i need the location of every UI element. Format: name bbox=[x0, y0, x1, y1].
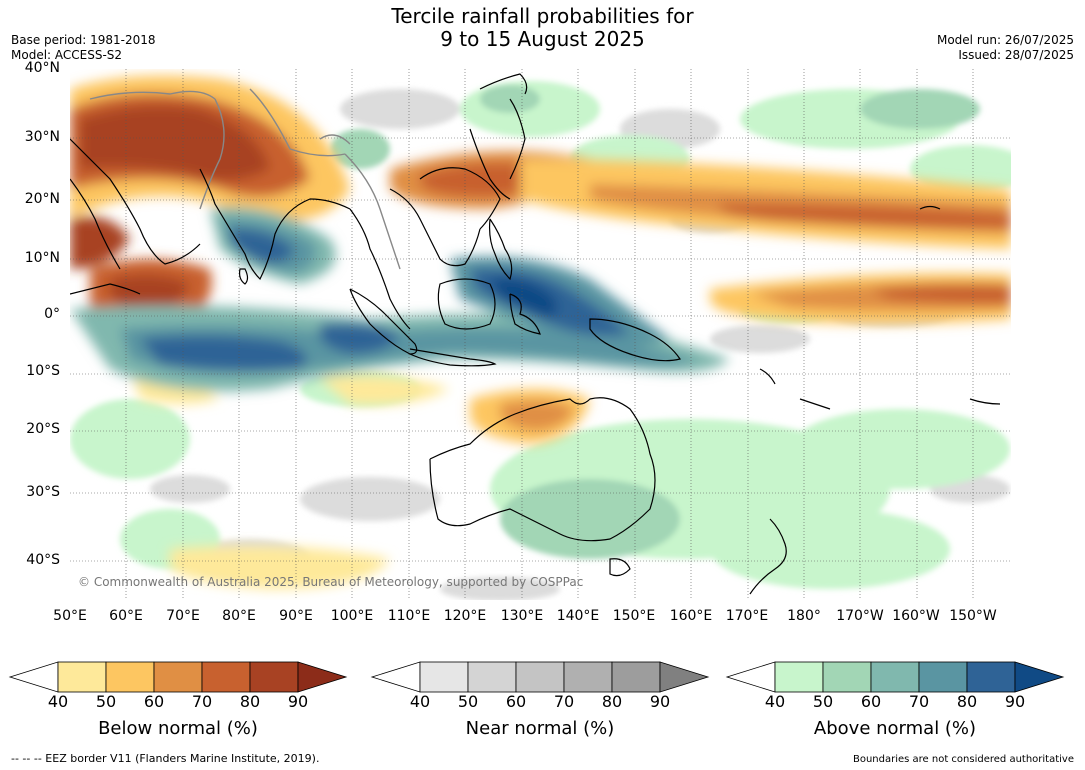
lon-tick-label: 160°E bbox=[669, 608, 713, 624]
above-normal-colorbar-segment bbox=[870, 661, 920, 693]
above-normal-colorbar-segment bbox=[918, 661, 968, 693]
near-normal-colorbar-tick: 50 bbox=[457, 692, 479, 711]
copyright-text: © Commonwealth of Australia 2025, Bureau… bbox=[78, 575, 583, 589]
issued-text: Issued: 28/07/2025 bbox=[958, 48, 1074, 62]
lon-tick-label: 180° bbox=[787, 608, 821, 624]
above-normal-colorbar-low-extend bbox=[725, 661, 776, 693]
below-normal-colorbar-tick: 60 bbox=[143, 692, 165, 711]
above-normal-colorbar-tick: 50 bbox=[812, 692, 834, 711]
below-normal-colorbar-tick: 90 bbox=[287, 692, 309, 711]
lon-tick-label: 170°E bbox=[725, 608, 769, 624]
lat-tick-label: 10°N bbox=[24, 250, 60, 266]
lon-tick-label: 80°E bbox=[222, 608, 256, 624]
disclaimer-text: Boundaries are not considered authoritat… bbox=[852, 754, 1074, 765]
near-normal-colorbar-tick: 40 bbox=[409, 692, 431, 711]
near-normal-colorbar-segment bbox=[515, 661, 565, 693]
model-text: Model: ACCESS-S2 bbox=[11, 48, 123, 62]
rainfall-probability-map: © Commonwealth of Australia 2025, Bureau… bbox=[70, 69, 1011, 600]
above-normal-colorbar-high-extend bbox=[1014, 661, 1065, 693]
lat-tick-label: 20°S bbox=[26, 421, 60, 437]
coastlines bbox=[70, 73, 1001, 595]
near-normal-label: Near normal (%) bbox=[465, 718, 615, 739]
above-normal-colorbar-segment bbox=[822, 661, 872, 693]
lon-tick-label: 60°E bbox=[109, 608, 143, 624]
near-normal-colorbar-segment bbox=[611, 661, 661, 693]
lon-tick-label: 150°W bbox=[949, 608, 997, 624]
below-normal-colorbar-tick: 40 bbox=[47, 692, 69, 711]
below-normal-colorbar-segment bbox=[201, 661, 251, 693]
below-normal-colorbar-tick: 50 bbox=[95, 692, 117, 711]
below-normal-regions bbox=[70, 75, 1011, 589]
above-normal-colorbar-tick: 70 bbox=[908, 692, 930, 711]
below-normal-colorbar-low-extend bbox=[8, 661, 59, 693]
map-title-line2: 9 to 15 August 2025 bbox=[440, 27, 645, 51]
lat-tick-label: 30°S bbox=[26, 484, 60, 500]
country-borders bbox=[89, 88, 401, 270]
near-normal-colorbar-tick: 60 bbox=[505, 692, 527, 711]
lat-tick-label: 0° bbox=[44, 306, 60, 322]
lon-tick-label: 170°W bbox=[836, 608, 884, 624]
model-run-text: Model run: 26/07/2025 bbox=[936, 33, 1074, 47]
lon-tick-label: 150°E bbox=[612, 608, 656, 624]
lon-tick-label: 110°E bbox=[387, 608, 431, 624]
colorbars bbox=[8, 661, 1065, 693]
below-normal-label: Below normal (%) bbox=[98, 718, 258, 739]
above-normal-colorbar-tick: 40 bbox=[764, 692, 786, 711]
lat-tick-label: 40°N bbox=[24, 60, 60, 76]
near-normal-colorbar-tick: 70 bbox=[553, 692, 575, 711]
below-normal-colorbar-segment bbox=[57, 661, 107, 693]
lon-tick-label: 70°E bbox=[166, 608, 200, 624]
above-normal-colorbar-tick: 60 bbox=[860, 692, 882, 711]
lon-tick-label: 160°W bbox=[892, 608, 940, 624]
near-normal-colorbar-low-extend bbox=[370, 661, 421, 693]
lat-tick-label: 10°S bbox=[26, 363, 60, 379]
eez-legend-text: -- -- -- EEZ border V11 (Flanders Marine… bbox=[11, 752, 320, 765]
near-normal-colorbar-high-extend bbox=[659, 661, 710, 693]
lat-tick-label: 30°N bbox=[24, 129, 60, 145]
lon-tick-label: 120°E bbox=[443, 608, 487, 624]
base-period-text: Base period: 1981-2018 bbox=[11, 33, 156, 47]
near-normal-colorbar-tick: 80 bbox=[601, 692, 623, 711]
above-normal-colorbar-segment bbox=[774, 661, 824, 693]
below-normal-colorbar-tick: 70 bbox=[191, 692, 213, 711]
below-normal-colorbar-segment bbox=[249, 661, 299, 693]
lon-tick-label: 50°E bbox=[53, 608, 87, 624]
below-normal-colorbar-tick: 80 bbox=[239, 692, 261, 711]
near-normal-colorbar-segment bbox=[419, 661, 469, 693]
lon-tick-label: 140°E bbox=[556, 608, 600, 624]
map-title-line1: Tercile rainfall probabilities for bbox=[391, 4, 694, 28]
near-normal-colorbar-tick: 90 bbox=[649, 692, 671, 711]
below-normal-colorbar-segment bbox=[105, 661, 155, 693]
lon-tick-label: 90°E bbox=[279, 608, 313, 624]
below-normal-colorbar-high-extend bbox=[297, 661, 348, 693]
above-normal-colorbar-tick: 80 bbox=[956, 692, 978, 711]
lat-tick-label: 40°S bbox=[26, 552, 60, 568]
lat-tick-label: 20°N bbox=[24, 191, 60, 207]
above-normal-colorbar-tick: 90 bbox=[1004, 692, 1026, 711]
above-normal-colorbar-segment bbox=[966, 661, 1016, 693]
lon-tick-label: 100°E bbox=[330, 608, 374, 624]
lon-tick-label: 130°E bbox=[500, 608, 544, 624]
above-normal-label: Above normal (%) bbox=[813, 718, 977, 739]
gridlines bbox=[70, 69, 1011, 600]
near-normal-colorbar-segment bbox=[563, 661, 613, 693]
below-normal-colorbar-segment bbox=[153, 661, 203, 693]
near-normal-colorbar-segment bbox=[467, 661, 517, 693]
